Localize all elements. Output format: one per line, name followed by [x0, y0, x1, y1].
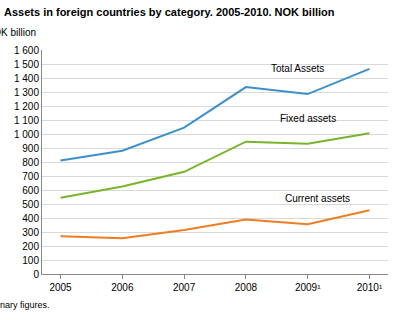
svg-text:800: 800	[22, 157, 39, 168]
svg-text:1 100: 1 100	[14, 115, 39, 126]
svg-text:1 500: 1 500	[14, 59, 39, 70]
svg-text:2005: 2005	[49, 282, 72, 293]
svg-text:300: 300	[22, 227, 39, 238]
svg-text:500: 500	[22, 199, 39, 210]
svg-text:1 400: 1 400	[14, 73, 39, 84]
svg-text:Fixed assets: Fixed assets	[280, 113, 336, 124]
svg-text:1 300: 1 300	[14, 87, 39, 98]
svg-text:Current assets: Current assets	[285, 193, 350, 204]
svg-text:1 000: 1 000	[14, 129, 39, 140]
svg-text:1 600: 1 600	[14, 45, 39, 56]
svg-text:900: 900	[22, 143, 39, 154]
svg-text:2008: 2008	[235, 282, 258, 293]
svg-text:NOK billion: NOK billion	[0, 27, 36, 38]
svg-text:2007: 2007	[173, 282, 196, 293]
svg-text:Total Assets: Total Assets	[271, 63, 324, 74]
svg-text:2009¹: 2009¹	[295, 282, 321, 293]
svg-text:Assets in foreign countries by: Assets in foreign countries by category.…	[4, 6, 335, 18]
svg-text:2006: 2006	[111, 282, 134, 293]
svg-text:100: 100	[22, 255, 39, 266]
svg-text:700: 700	[22, 171, 39, 182]
svg-text:600: 600	[22, 185, 39, 196]
svg-text:1 200: 1 200	[14, 101, 39, 112]
svg-text:¹ Preliminary figures.: ¹ Preliminary figures.	[0, 300, 50, 310]
svg-text:200: 200	[22, 241, 39, 252]
svg-text:400: 400	[22, 213, 39, 224]
svg-text:0: 0	[33, 269, 39, 280]
svg-text:2010¹: 2010¹	[357, 282, 383, 293]
